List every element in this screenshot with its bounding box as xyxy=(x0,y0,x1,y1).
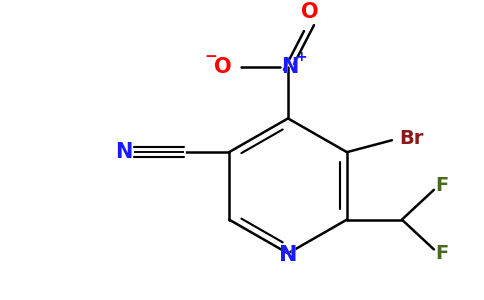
Text: Br: Br xyxy=(400,129,424,148)
Text: N: N xyxy=(115,142,133,162)
Text: N: N xyxy=(279,245,297,265)
Text: N: N xyxy=(279,245,297,265)
Text: N: N xyxy=(115,142,133,162)
Text: −: − xyxy=(205,50,217,64)
Text: F: F xyxy=(435,244,449,263)
Text: F: F xyxy=(435,176,449,195)
Text: O: O xyxy=(214,57,232,77)
Text: N: N xyxy=(281,57,299,77)
Text: O: O xyxy=(301,2,319,22)
Text: F: F xyxy=(435,244,449,263)
Text: Br: Br xyxy=(400,129,424,148)
Text: O: O xyxy=(301,2,319,22)
Text: N: N xyxy=(281,57,299,77)
Text: O: O xyxy=(214,57,232,77)
Text: F: F xyxy=(435,176,449,195)
Text: +: + xyxy=(295,50,307,64)
